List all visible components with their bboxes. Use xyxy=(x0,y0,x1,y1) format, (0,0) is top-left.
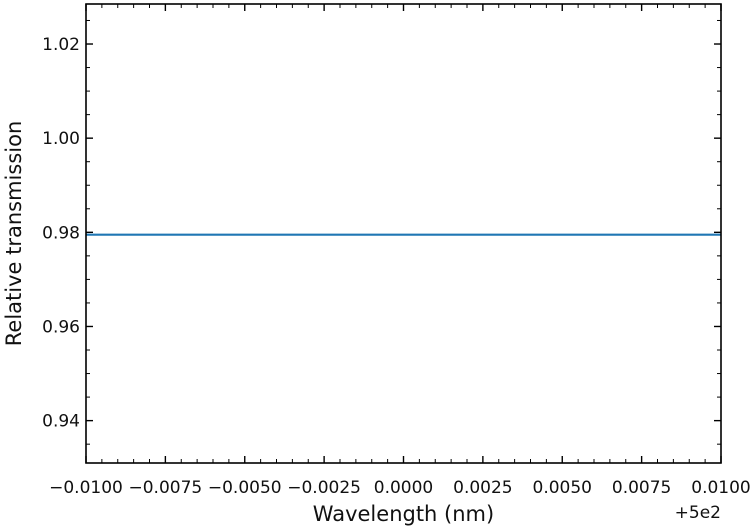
x-tick-label: 0.0000 xyxy=(374,478,433,498)
x-tick-label: 0.0075 xyxy=(612,478,671,498)
x-tick-label: −0.0075 xyxy=(129,478,203,498)
y-tick-label: 0.94 xyxy=(42,412,80,432)
x-tick-label: −0.0050 xyxy=(208,478,282,498)
y-tick-label: 0.98 xyxy=(42,223,80,243)
x-tick-label: −0.0025 xyxy=(287,478,361,498)
x-tick-label: −0.0100 xyxy=(49,478,123,498)
labels-layer: −0.0100 −0.0075 −0.0050 −0.0025 0.0000 0.0025… xyxy=(42,35,751,498)
x-tick-label: 0.0025 xyxy=(453,478,512,498)
y-axis-label: Relative transmission xyxy=(2,121,26,347)
y-tick-label: 0.96 xyxy=(42,317,80,337)
plot-frame xyxy=(85,3,722,464)
y-tick-label: 1.02 xyxy=(42,35,80,55)
x-axis-label: Wavelength (nm) xyxy=(313,502,494,526)
x-tick-label: 0.0050 xyxy=(533,478,592,498)
x-offset-label: +5e2 xyxy=(675,503,721,523)
x-tick-label: 0.0100 xyxy=(691,478,750,498)
y-tick-label: 1.00 xyxy=(42,129,80,149)
ticks-layer xyxy=(85,4,722,463)
